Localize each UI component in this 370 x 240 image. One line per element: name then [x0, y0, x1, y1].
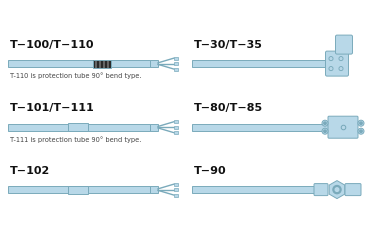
- Bar: [95, 60, 97, 68]
- Circle shape: [340, 58, 342, 60]
- Bar: [174, 68, 178, 71]
- Bar: [105, 60, 107, 68]
- Circle shape: [329, 67, 333, 70]
- Circle shape: [340, 68, 342, 70]
- Text: T−90: T−90: [194, 166, 226, 176]
- Text: T-111 is protection tube 90° bend type.: T-111 is protection tube 90° bend type.: [10, 136, 141, 143]
- FancyBboxPatch shape: [345, 184, 361, 196]
- Circle shape: [333, 186, 341, 194]
- Text: T−100/T−110: T−100/T−110: [10, 40, 94, 50]
- Circle shape: [339, 67, 343, 70]
- Bar: [150, 60, 158, 67]
- FancyBboxPatch shape: [314, 184, 328, 196]
- FancyBboxPatch shape: [8, 124, 150, 131]
- Circle shape: [322, 120, 328, 126]
- Text: T−101/T−111: T−101/T−111: [10, 103, 95, 113]
- Bar: [107, 60, 109, 68]
- Bar: [174, 120, 178, 123]
- Circle shape: [335, 188, 339, 192]
- Bar: [101, 60, 103, 68]
- Bar: [109, 60, 111, 68]
- Text: T−80/T−85: T−80/T−85: [194, 103, 263, 113]
- Text: T-110 is protection tube 90° bend type.: T-110 is protection tube 90° bend type.: [10, 72, 141, 79]
- Text: T−102: T−102: [10, 166, 50, 176]
- Bar: [93, 60, 111, 68]
- FancyBboxPatch shape: [192, 124, 329, 131]
- Text: T−30/T−35: T−30/T−35: [194, 40, 263, 50]
- Circle shape: [322, 128, 328, 134]
- Circle shape: [330, 68, 332, 70]
- Polygon shape: [329, 180, 345, 199]
- Circle shape: [339, 57, 343, 60]
- Circle shape: [330, 58, 332, 60]
- FancyBboxPatch shape: [192, 60, 327, 67]
- Bar: [174, 57, 178, 60]
- Bar: [103, 60, 105, 68]
- FancyBboxPatch shape: [192, 186, 315, 193]
- Bar: [97, 60, 99, 68]
- Bar: [93, 60, 95, 68]
- FancyBboxPatch shape: [328, 116, 358, 138]
- FancyBboxPatch shape: [68, 186, 88, 194]
- Circle shape: [324, 122, 326, 124]
- Circle shape: [360, 130, 362, 132]
- Circle shape: [358, 128, 364, 134]
- Circle shape: [329, 57, 333, 60]
- Bar: [174, 183, 178, 186]
- Bar: [174, 126, 178, 129]
- FancyBboxPatch shape: [68, 123, 88, 131]
- Bar: [174, 131, 178, 134]
- Circle shape: [360, 122, 362, 124]
- FancyBboxPatch shape: [336, 35, 353, 54]
- Bar: [174, 194, 178, 197]
- FancyBboxPatch shape: [326, 51, 349, 76]
- Circle shape: [324, 130, 326, 132]
- Bar: [150, 124, 158, 131]
- Bar: [174, 188, 178, 191]
- Circle shape: [358, 120, 364, 126]
- Bar: [174, 62, 178, 65]
- Bar: [99, 60, 101, 68]
- FancyBboxPatch shape: [8, 186, 150, 193]
- FancyBboxPatch shape: [8, 60, 150, 67]
- Bar: [150, 186, 158, 193]
